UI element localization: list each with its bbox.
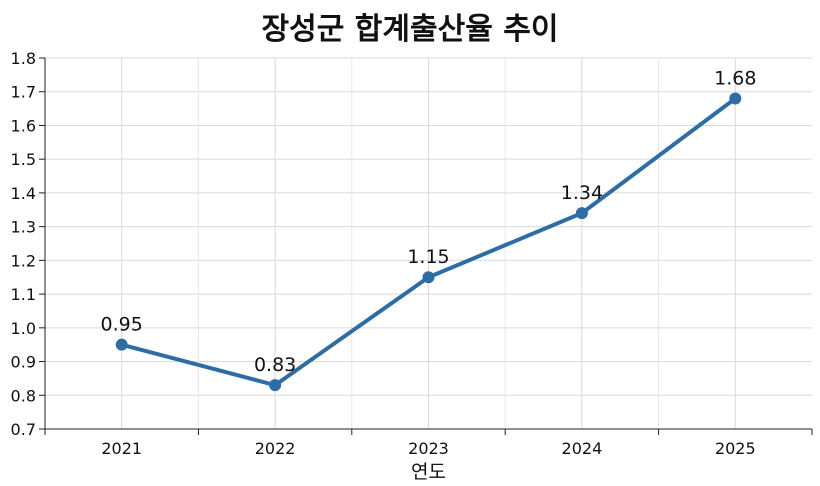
x-axis-title: 연도 <box>411 461 446 483</box>
y-tick-label: 1.5 <box>11 150 36 169</box>
x-tick-label: 2021 <box>101 439 142 458</box>
y-tick-label: 1.0 <box>11 319 36 338</box>
y-tick-label: 1.8 <box>11 49 36 68</box>
data-label: 0.95 <box>101 314 143 336</box>
data-label: 1.15 <box>407 246 449 268</box>
y-tick-label: 0.7 <box>11 420 36 439</box>
x-tick-label: 2023 <box>408 439 449 458</box>
x-tick-label: 2024 <box>562 439 603 458</box>
axes: 0.7 0.8 0.9 1.0 1.1 1.2 1.3 1.4 1.5 1.6 1.7 1.8 2021… <box>11 49 813 458</box>
data-label: 1.34 <box>561 182 603 204</box>
data-point <box>269 379 282 392</box>
y-tick-label: 1.1 <box>11 285 36 304</box>
y-tick-label: 0.9 <box>11 353 36 372</box>
data-label: 1.68 <box>714 67 756 89</box>
grid <box>45 57 812 430</box>
data-point <box>422 271 435 284</box>
chart-title: 장성군 합계출산율 추이 <box>261 12 559 47</box>
y-tick-label: 0.8 <box>11 386 36 405</box>
y-tick-label: 1.2 <box>11 251 36 270</box>
data-label: 0.83 <box>254 354 296 376</box>
x-tick-label: 2022 <box>255 439 296 458</box>
y-tick-label: 1.4 <box>11 184 36 203</box>
data-point <box>115 338 128 351</box>
y-tick-label: 1.6 <box>11 116 36 135</box>
data-point <box>575 207 588 220</box>
data-point <box>729 92 742 105</box>
data-labels: 0.95 0.83 1.15 1.34 1.68 <box>101 67 757 376</box>
y-tick-label: 1.3 <box>11 218 36 237</box>
y-tick-label: 1.7 <box>11 83 36 102</box>
series-line-group <box>115 92 742 392</box>
x-tick-label: 2025 <box>715 439 756 458</box>
